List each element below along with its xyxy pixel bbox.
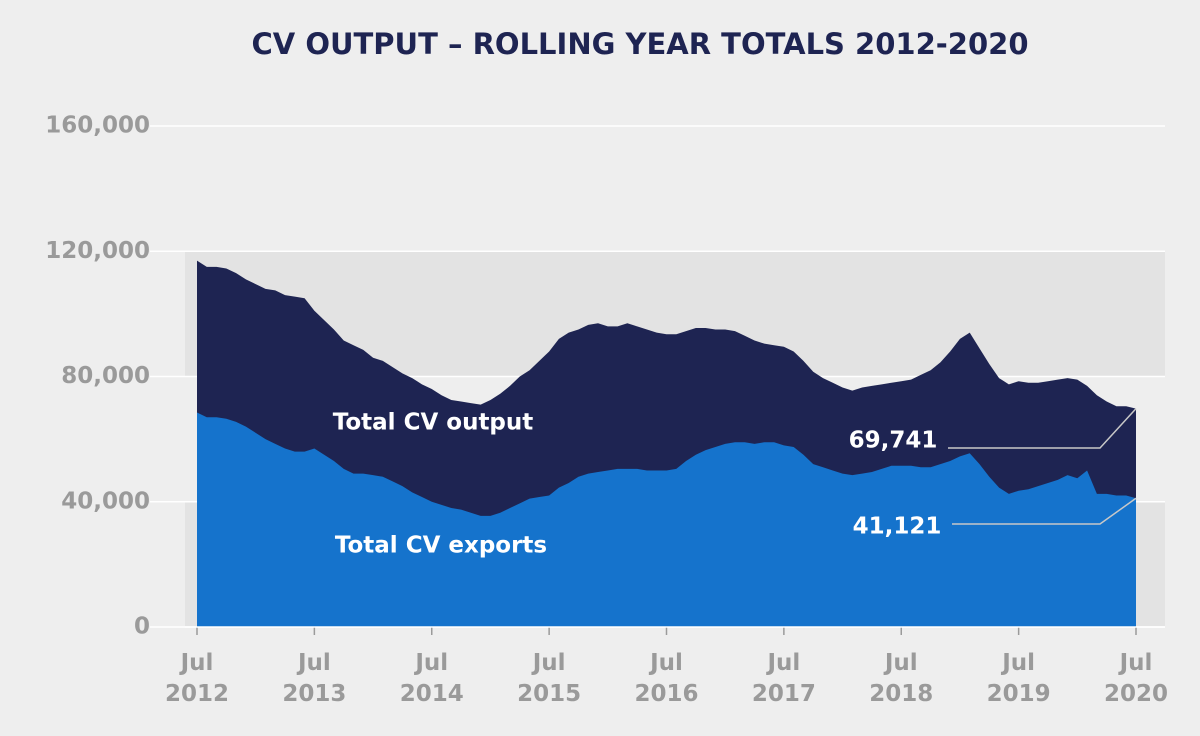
leader-line — [952, 497, 1137, 525]
x-tick-label: Jul 2012 — [165, 650, 229, 707]
x-tick-label: Jul 2018 — [869, 650, 933, 707]
x-tick-label: Jul 2014 — [400, 650, 464, 707]
y-tick-label: 0 — [134, 614, 150, 640]
y-tick-label: 120,000 — [45, 238, 150, 264]
series-label: Total CV output — [333, 410, 534, 436]
value-label: 41,121 — [853, 514, 942, 540]
y-tick-label: 40,000 — [61, 488, 150, 514]
x-tick-label: Jul 2016 — [634, 650, 698, 707]
leader-line — [948, 408, 1137, 449]
chart-title: CV OUTPUT – ROLLING YEAR TOTALS 2012-202… — [252, 27, 1029, 61]
x-tick-label: Jul 2015 — [517, 650, 581, 707]
x-tick-label: Jul 2019 — [987, 650, 1051, 707]
y-tick-label: 80,000 — [61, 363, 150, 389]
series-label: Total CV exports — [335, 533, 547, 559]
x-tick-label: Jul 2017 — [752, 650, 816, 707]
x-tick-label: Jul 2020 — [1104, 650, 1168, 707]
y-tick-label: 160,000 — [45, 113, 150, 139]
value-label: 69,741 — [849, 428, 938, 454]
area — [197, 412, 1136, 627]
x-tick-label: Jul 2013 — [282, 650, 346, 707]
